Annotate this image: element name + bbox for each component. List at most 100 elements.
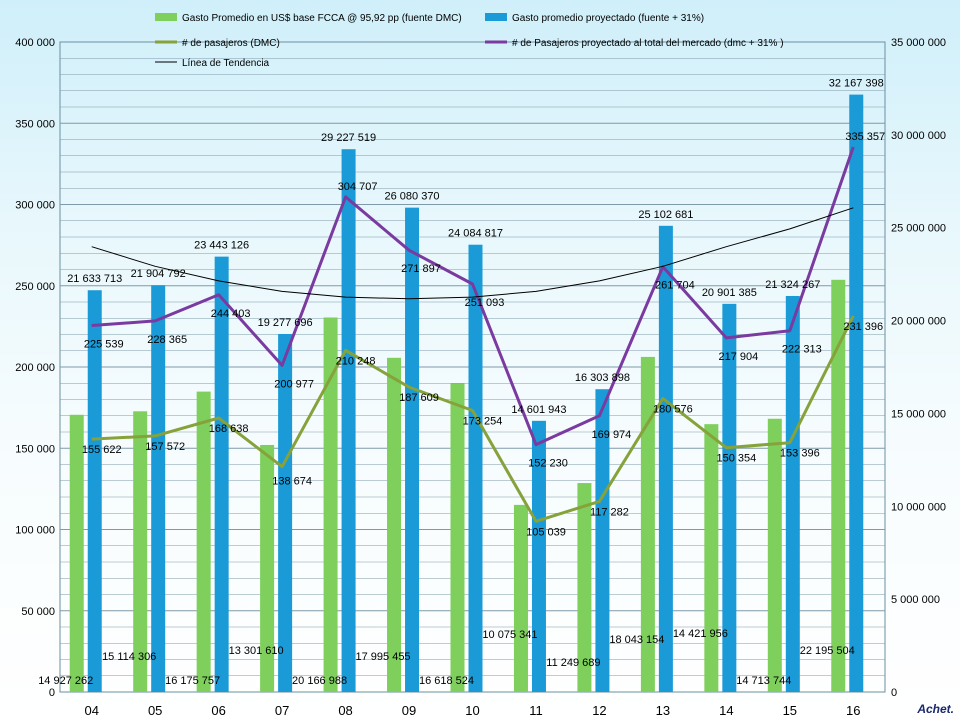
legend: Gasto Promedio en US$ base FCCA @ 95,92 … [155, 13, 784, 69]
x-tick-label: 11 [529, 703, 543, 718]
y-right-tick-label: 35 000 000 [891, 37, 946, 49]
bar-proyectado [341, 149, 356, 692]
bar-gasto [640, 356, 655, 692]
bar-gasto [450, 383, 465, 692]
data-label-pasajeros-proyectado: 271 897 [401, 263, 441, 275]
line-tendencia [91, 207, 854, 300]
y-right-tick-label: 15 000 000 [891, 408, 946, 420]
bar-proyectado [87, 290, 102, 692]
data-label-gasto: 13 301 610 [229, 645, 284, 657]
data-label-proyectado: 20 901 385 [702, 287, 757, 299]
x-tick-label: 15 [783, 703, 797, 718]
bar-proyectado [658, 225, 673, 692]
y-right-tick-label: 0 [891, 687, 897, 699]
data-label-pasajeros: 180 576 [653, 404, 693, 416]
data-label-pasajeros-proyectado: 244 403 [211, 308, 251, 320]
data-label-proyectado: 16 303 898 [575, 372, 630, 384]
legend-swatch [485, 13, 507, 21]
data-label-pasajeros: 153 396 [780, 448, 820, 460]
line-pasajeros [91, 315, 855, 523]
data-label-pasajeros: 150 354 [716, 453, 756, 465]
data-label-pasajeros-proyectado: 152 230 [528, 458, 568, 470]
x-tick-label: 10 [465, 703, 479, 718]
bar-gasto [831, 279, 846, 692]
legend-label: Gasto Promedio en US$ base FCCA @ 95,92 … [182, 13, 462, 24]
y-right-tick-label: 25 000 000 [891, 223, 946, 235]
bar-proyectado [468, 244, 483, 692]
data-label-proyectado: 32 167 398 [829, 78, 884, 90]
x-tick-label: 14 [719, 703, 733, 718]
data-label-gasto: 16 618 524 [419, 675, 474, 687]
data-label-proyectado: 14 601 943 [511, 404, 566, 416]
data-label-gasto: 16 175 757 [165, 675, 220, 687]
data-label-pasajeros-proyectado: 251 093 [465, 297, 505, 309]
y-left-tick-label: 350 000 [15, 118, 55, 130]
axes: 0 50 000 100 000 150 000 200 000 250 000 300 0… [15, 37, 946, 718]
bar-gasto [323, 317, 338, 692]
y-left-tick-label: 50 000 [21, 606, 55, 618]
data-label-gasto: 15 114 306 [102, 651, 156, 663]
data-label-proyectado: 21 904 792 [131, 268, 186, 280]
data-label-pasajeros: 157 572 [145, 441, 185, 453]
data-label-proyectado: 25 102 681 [638, 209, 693, 221]
data-label-proyectado: 21 324 267 [765, 279, 820, 291]
data-label-pasajeros-proyectado: 169 974 [592, 429, 632, 441]
y-right-tick-label: 30 000 000 [891, 130, 946, 142]
data-label-proyectado: 23 443 126 [194, 240, 249, 252]
y-left-tick-label: 250 000 [15, 281, 55, 293]
data-label-gasto: 22 195 504 [800, 645, 855, 657]
y-left-tick-label: 400 000 [15, 37, 55, 49]
data-label-pasajeros-proyectado: 200 977 [274, 378, 314, 390]
data-label-gasto: 18 043 154 [609, 634, 664, 646]
achet-logo: Achet. [917, 702, 954, 716]
x-tick-label: 13 [656, 703, 670, 718]
bar-proyectado [849, 94, 864, 692]
data-label-proyectado: 21 633 713 [67, 273, 122, 285]
bar-gasto [767, 418, 782, 692]
bar-proyectado [278, 333, 293, 692]
bar-proyectado [785, 295, 800, 692]
data-label-pasajeros-proyectado: 261 704 [655, 280, 695, 292]
y-left-tick-label: 200 000 [15, 362, 55, 374]
y-right-tick-label: 10 000 000 [891, 501, 946, 513]
bar-proyectado [405, 207, 420, 692]
data-label-pasajeros-proyectado: 304 707 [338, 181, 378, 193]
y-right-tick-label: 5 000 000 [891, 594, 940, 606]
data-label-pasajeros: 231 396 [843, 321, 883, 333]
bar-gasto [577, 483, 592, 692]
data-label-gasto: 14 927 262 [38, 675, 93, 687]
bar-proyectado [722, 303, 737, 692]
data-label-pasajeros: 117 282 [590, 506, 629, 518]
y-right-tick-label: 20 000 000 [891, 316, 946, 328]
data-label-gasto: 20 166 988 [292, 675, 347, 687]
y-left-tick-label: 150 000 [15, 443, 55, 455]
legend-label: # de pasajeros (DMC) [182, 38, 280, 49]
data-label-gasto: 14 421 956 [673, 628, 728, 640]
y-left-tick-label: 100 000 [15, 525, 55, 537]
x-tick-label: 08 [338, 703, 352, 718]
bar-gasto [513, 504, 528, 692]
legend-swatch [155, 13, 177, 21]
data-label-pasajeros: 168 638 [209, 423, 249, 435]
bar-proyectado [531, 420, 546, 692]
x-tick-label: 12 [592, 703, 606, 718]
bar-gasto [387, 357, 402, 692]
data-label-gasto: 10 075 341 [482, 629, 537, 641]
line-pasajeros-proyectado [91, 146, 855, 447]
bar-gasto [196, 391, 211, 692]
data-labels: 14 927 262 15 114 306 16 175 757 13 301 610… [38, 78, 885, 687]
bar-gasto [704, 424, 719, 692]
data-label-proyectado: 24 084 817 [448, 228, 503, 240]
data-label-gasto: 11 249 689 [546, 657, 600, 669]
data-label-pasajeros: 173 254 [463, 415, 503, 427]
legend-label: Gasto promedio proyectado (fuente + 31%) [512, 13, 704, 24]
data-label-pasajeros-proyectado: 335 357 [845, 131, 885, 143]
y-left-tick-label: 300 000 [15, 200, 55, 212]
legend-label: Línea de Tendencia [182, 58, 270, 69]
bar-proyectado [151, 285, 166, 692]
x-tick-label: 16 [846, 703, 860, 718]
bars [69, 94, 864, 692]
x-tick-label: 05 [148, 703, 162, 718]
x-tick-label: 06 [211, 703, 225, 718]
